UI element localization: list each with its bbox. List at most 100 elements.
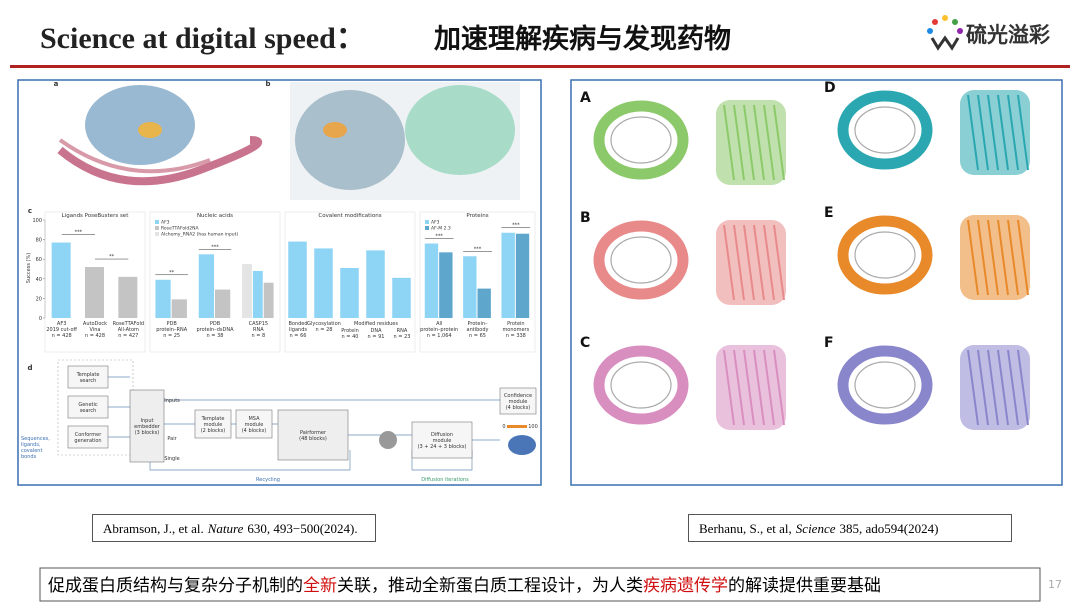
group-title: Proteins (466, 213, 488, 219)
protein-ring-inner (854, 231, 916, 279)
title-en: Science at digital speed： (40, 22, 366, 55)
panel-label: b (265, 80, 270, 88)
x-tick-label: n = 91 (368, 334, 385, 340)
authors: Abramson, J., et al. (103, 521, 204, 536)
diagram-box (67, 365, 109, 389)
bar (155, 279, 171, 318)
x-tick-label: 2019 cut-off (46, 327, 77, 333)
x-tick-label: RNA (397, 328, 408, 334)
diagram-box (194, 409, 232, 439)
x-tick-label: Protein (341, 328, 359, 334)
x-tick-label: PDB (167, 321, 178, 327)
group-frame (44, 211, 146, 353)
box-label: (4 blocks) (242, 428, 267, 434)
x-tick-label: n = 1,064 (427, 333, 452, 339)
panel-label: a (54, 80, 59, 88)
footer-segment: 促成蛋白质结构与复杂分子机制的 (48, 576, 303, 596)
x-tick-label: n = 8 (251, 333, 265, 339)
x-tick-label: Protein (507, 321, 525, 327)
logo-icon (927, 15, 963, 51)
x-tick-label: monomers (502, 327, 529, 333)
x-tick-label: Bonded (288, 321, 307, 327)
footer-segment: 关联，推动全新蛋白质工程设计，为人类 (337, 576, 643, 596)
footer-segment: 全新 (303, 576, 337, 596)
x-tick-label: n = 427 (118, 333, 138, 339)
strand (1007, 219, 1019, 296)
sig-label: *** (474, 246, 482, 252)
box-label: module (509, 399, 528, 405)
bar (463, 256, 477, 318)
x-tick-label: Glycosylation (307, 321, 341, 327)
diagram-box (67, 425, 109, 449)
box-label: module (245, 422, 264, 428)
x-tick-label: n = 66 (290, 333, 307, 339)
input-label: Sequences, (21, 436, 50, 442)
box-label: Genetic (78, 402, 98, 408)
bar (424, 243, 439, 318)
box-label: Input (141, 418, 154, 424)
diagram-label: Diffusion iterations (421, 477, 469, 483)
sig-label: *** (512, 223, 520, 229)
bar (242, 264, 252, 318)
strand (997, 349, 1009, 426)
chart-c: Success (%) 0 20 40 60 80 100 Ligands PoseBuste… (26, 211, 536, 353)
x-tick-label: antibody (467, 327, 489, 333)
protein-barrel (716, 345, 786, 430)
x-tick-label: n = 28 (316, 327, 333, 333)
y-tick-label: 20 (36, 296, 42, 302)
bar (118, 276, 138, 318)
strand (763, 104, 775, 181)
scale-label: 100 (528, 424, 538, 430)
diagram-d: TemplatesearchGeneticsearchConformergene… (21, 359, 538, 483)
protein-ring (593, 220, 689, 300)
authors: Berhanu, S., et al, (699, 521, 792, 536)
logo-text: 硫光溢彩 (966, 23, 1050, 47)
protein-barrel (960, 215, 1030, 300)
x-tick-label: n = 338 (506, 333, 526, 339)
x-tick-label: DNA (370, 328, 382, 334)
x-tick-label: AF3 (57, 321, 66, 327)
strand (743, 224, 755, 301)
strand (1017, 219, 1029, 296)
protein-barrel (960, 345, 1030, 430)
bar (366, 250, 385, 318)
protein-ring-inner (854, 106, 916, 154)
diagram-label: Pair (167, 436, 177, 442)
strand (967, 219, 979, 296)
box-label: search (80, 408, 97, 414)
strand (977, 219, 989, 296)
protein-ring-inner (610, 236, 672, 284)
strand (763, 224, 775, 301)
sig-label: ** (169, 270, 175, 276)
protein-barrel (716, 220, 786, 305)
x-tick-label: RoseTTAFold (113, 321, 144, 327)
strand (1017, 349, 1029, 426)
box-label: Template (76, 372, 100, 378)
strand (987, 94, 999, 171)
scale-label: 0 (502, 424, 505, 430)
scale-bar (507, 425, 527, 428)
strand (987, 349, 999, 426)
group-caption: Modified residues (354, 321, 398, 327)
box-label: (3 + 24 + 3 blocks) (418, 444, 467, 450)
footer-segment: 疾病遗传学 (643, 576, 728, 596)
bar (85, 267, 104, 318)
sig-label: *** (211, 244, 219, 250)
strand (773, 349, 785, 426)
sig-label: ** (109, 254, 115, 260)
legend-label: AF3 (161, 220, 170, 226)
box-label: module (433, 438, 452, 444)
box-label: (4 blocks) (506, 405, 531, 411)
strand (733, 224, 745, 301)
panel-label: E (824, 205, 834, 221)
x-tick-label: protein–protein (420, 327, 458, 333)
x-tick-label: n = 65 (469, 333, 486, 339)
legend-label: AF-M 2.3 (431, 226, 451, 232)
protein-ring-inner (610, 116, 672, 164)
bar (439, 252, 453, 318)
x-tick-label: AutoDock (83, 321, 107, 327)
box-label: (48 blocks) (299, 436, 327, 442)
diagram-label: Single (164, 456, 179, 462)
header-rule (10, 65, 1070, 68)
